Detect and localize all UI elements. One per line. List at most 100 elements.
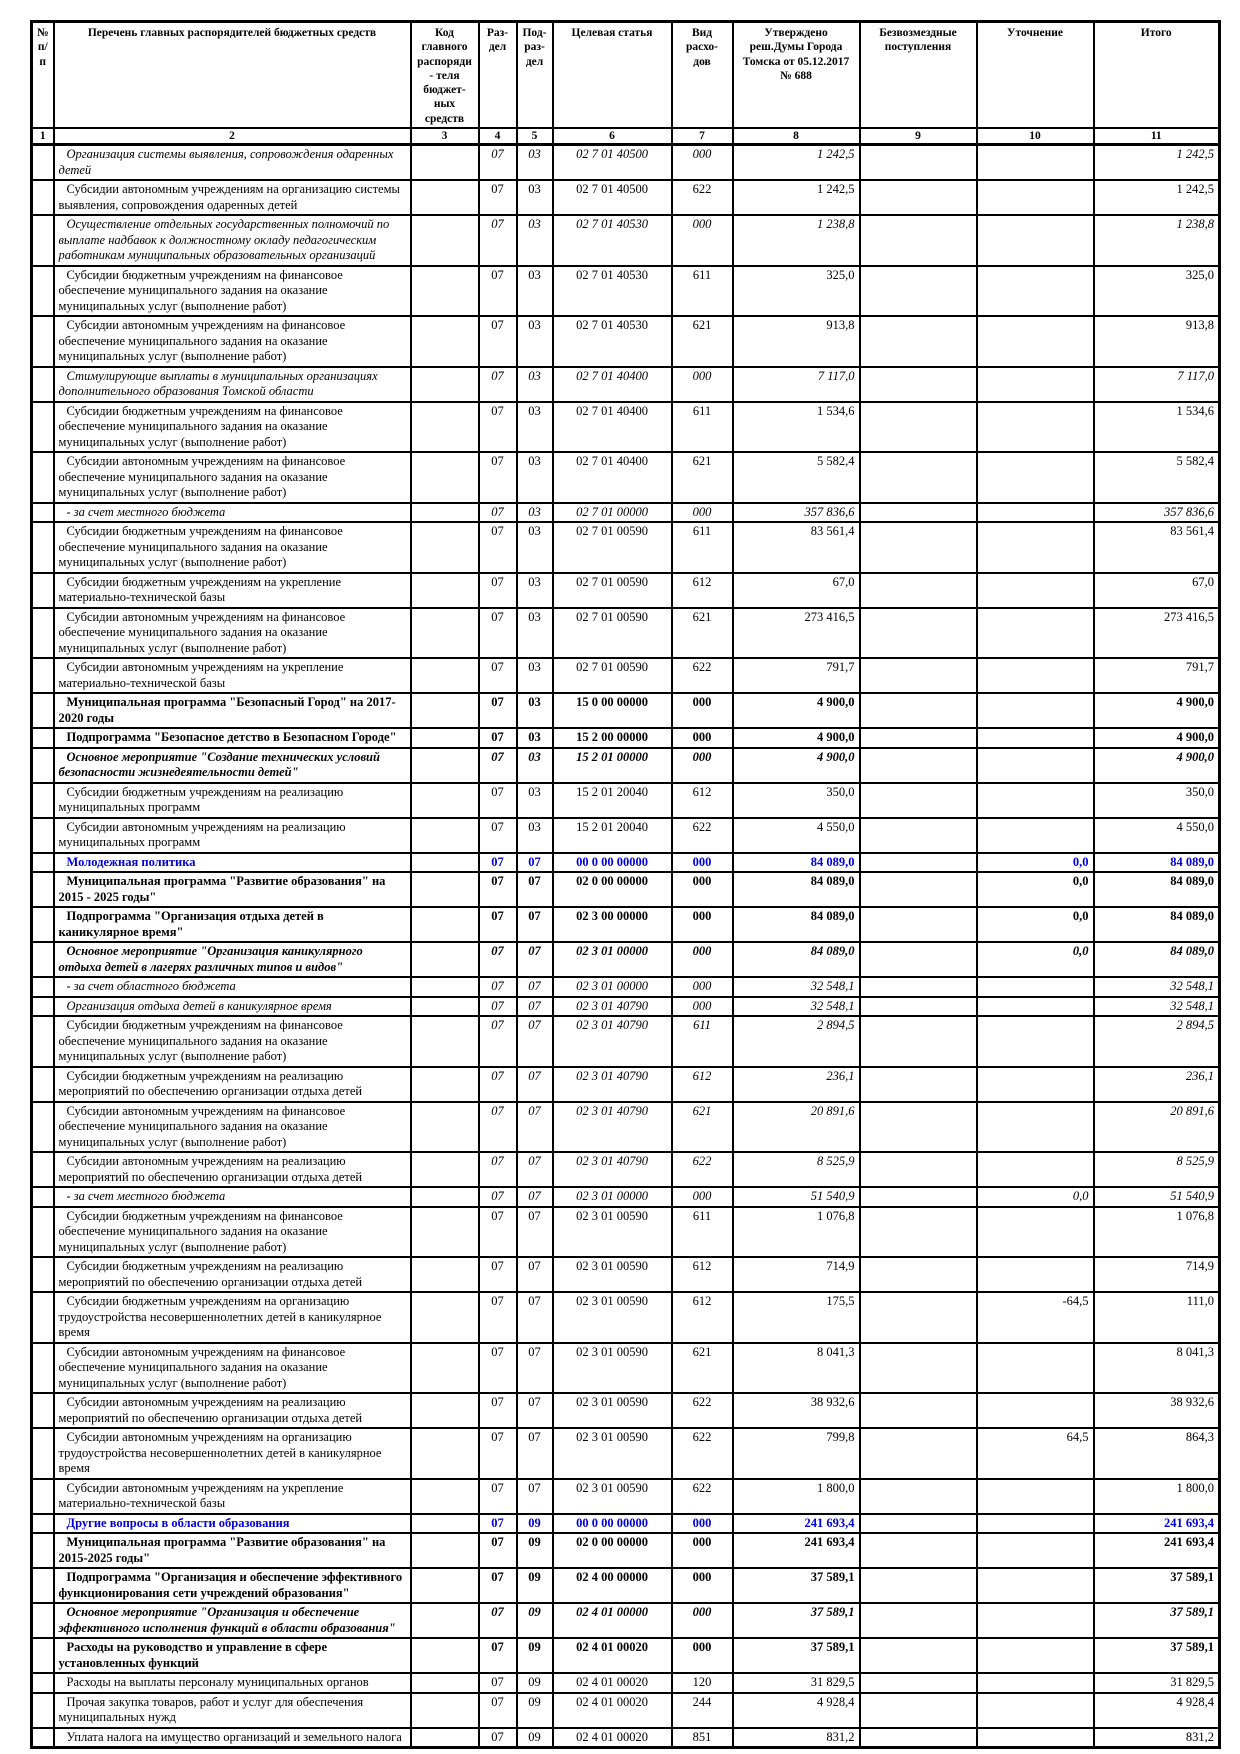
row-approved-amount: 357 836,6 bbox=[731, 501, 861, 523]
row-description-text: Основное мероприятие "Организация и обес… bbox=[58, 1605, 396, 1635]
row-description: Субсидии автономным учреждениям на укреп… bbox=[52, 1477, 412, 1515]
col-header-num: № п/п bbox=[30, 20, 55, 129]
row-num-cell bbox=[30, 976, 55, 998]
column-number-11: 11 bbox=[1092, 126, 1221, 146]
row-num-cell bbox=[30, 1672, 55, 1694]
table-row: Субсидии автономным учреждениям на укреп… bbox=[30, 657, 1221, 694]
row-approved-amount: 84 089,0 bbox=[731, 871, 861, 908]
column-number-3: 3 bbox=[409, 126, 480, 146]
row-razdel: 07 bbox=[477, 1151, 518, 1188]
row-approved-amount: 38 932,6 bbox=[731, 1392, 861, 1429]
row-gratuitous-amount bbox=[858, 976, 978, 998]
row-description-text: Основное мероприятие "Организация канику… bbox=[58, 944, 363, 974]
row-num-cell bbox=[30, 871, 55, 908]
row-razdel: 07 bbox=[477, 1256, 518, 1293]
row-num-cell bbox=[30, 746, 55, 784]
row-total-amount: 357 836,6 bbox=[1092, 501, 1221, 523]
row-total-amount: 37 589,1 bbox=[1092, 1602, 1221, 1639]
table-row: Субсидии автономным учреждениям на финан… bbox=[30, 1341, 1221, 1394]
row-description-text: Субсидии автономным учреждениям на финан… bbox=[58, 1103, 346, 1149]
row-grbs-code-cell bbox=[409, 995, 480, 1017]
row-approved-amount: 714,9 bbox=[731, 1256, 861, 1293]
row-gratuitous-amount bbox=[858, 1341, 978, 1394]
row-razdel: 07 bbox=[477, 143, 518, 181]
row-target-article: 15 2 01 20040 bbox=[551, 781, 673, 819]
row-vid-rashodov: 851 bbox=[670, 1726, 734, 1749]
row-total-amount: 84 089,0 bbox=[1092, 871, 1221, 908]
row-vid-rashodov: 000 bbox=[670, 1567, 734, 1604]
row-clarification-amount bbox=[975, 571, 1095, 609]
row-description-text: Субсидии автономным учреждениям на финан… bbox=[58, 318, 346, 363]
row-description-text: - за счет областного бюджета bbox=[66, 979, 236, 993]
row-clarification-amount bbox=[975, 692, 1095, 729]
table-row: Субсидии автономным учреждениям на орган… bbox=[30, 1427, 1221, 1480]
row-razdel: 07 bbox=[477, 657, 518, 694]
row-description: Субсидии автономным учреждениям на реали… bbox=[52, 1151, 412, 1188]
row-clarification-amount bbox=[975, 995, 1095, 1017]
row-grbs-code-cell bbox=[409, 1205, 480, 1258]
row-vid-rashodov: 000 bbox=[670, 501, 734, 523]
row-gratuitous-amount bbox=[858, 1256, 978, 1293]
row-podrazdel: 03 bbox=[515, 214, 554, 267]
row-target-article: 02 3 01 00590 bbox=[551, 1205, 673, 1258]
row-gratuitous-amount bbox=[858, 1672, 978, 1694]
row-grbs-code-cell bbox=[409, 1726, 480, 1749]
row-grbs-code-cell bbox=[409, 571, 480, 609]
row-total-amount: 4 900,0 bbox=[1092, 746, 1221, 784]
table-row: Подпрограмма "Организация и обеспечение … bbox=[30, 1567, 1221, 1604]
row-clarification-amount bbox=[975, 1065, 1095, 1103]
row-approved-amount: 51 540,9 bbox=[731, 1186, 861, 1208]
row-total-amount: 37 589,1 bbox=[1092, 1637, 1221, 1674]
row-description: Муниципальная программа "Развитие образо… bbox=[52, 871, 412, 908]
col-header-gratuitous: Безвозмездные поступления bbox=[858, 20, 978, 129]
row-vid-rashodov: 612 bbox=[670, 1291, 734, 1344]
row-clarification-amount bbox=[975, 1477, 1095, 1515]
row-grbs-code-cell bbox=[409, 1532, 480, 1569]
row-razdel: 07 bbox=[477, 1341, 518, 1394]
row-total-amount: 111,0 bbox=[1092, 1291, 1221, 1344]
row-total-amount: 31 829,5 bbox=[1092, 1672, 1221, 1694]
row-vid-rashodov: 000 bbox=[670, 1637, 734, 1674]
row-gratuitous-amount bbox=[858, 906, 978, 943]
row-grbs-code-cell bbox=[409, 657, 480, 694]
row-total-amount: 4 900,0 bbox=[1092, 727, 1221, 749]
row-gratuitous-amount bbox=[858, 1637, 978, 1674]
row-description-text: Муниципальная программа "Развитие образо… bbox=[58, 874, 386, 904]
table-row: Молодежная политика 07 07 00 0 00 00000 000 8… bbox=[30, 851, 1221, 873]
row-description-text: Подпрограмма "Организация отдыха детей в… bbox=[58, 909, 324, 939]
row-clarification-amount bbox=[975, 1256, 1095, 1293]
row-target-article: 02 4 01 00020 bbox=[551, 1637, 673, 1674]
row-description-text: Прочая закупка товаров, работ и услуг дл… bbox=[58, 1694, 364, 1725]
row-clarification-amount bbox=[975, 1637, 1095, 1674]
row-target-article: 02 7 01 40500 bbox=[551, 179, 673, 216]
row-description-text: Субсидии бюджетным учреждениям на финанс… bbox=[58, 267, 343, 313]
row-podrazdel: 03 bbox=[515, 365, 554, 403]
row-razdel: 07 bbox=[477, 1427, 518, 1480]
row-description-text: Стимулирующие выплаты в муниципальных ор… bbox=[58, 368, 378, 399]
table-row: Субсидии бюджетным учреждениям на финанс… bbox=[30, 1205, 1221, 1258]
row-vid-rashodov: 612 bbox=[670, 571, 734, 609]
table-row: Другие вопросы в области образования 07 09… bbox=[30, 1512, 1221, 1534]
row-clarification-amount bbox=[975, 727, 1095, 749]
row-total-amount: 67,0 bbox=[1092, 571, 1221, 609]
row-podrazdel: 03 bbox=[515, 315, 554, 368]
row-clarification-amount bbox=[975, 1691, 1095, 1729]
row-target-article: 02 7 01 00590 bbox=[551, 521, 673, 574]
row-vid-rashodov: 622 bbox=[670, 179, 734, 216]
row-target-article: 02 7 01 00590 bbox=[551, 657, 673, 694]
row-num-cell bbox=[30, 851, 55, 873]
row-gratuitous-amount bbox=[858, 1726, 978, 1749]
row-razdel: 07 bbox=[477, 400, 518, 453]
row-description: Субсидии автономным учреждениям на финан… bbox=[52, 1100, 412, 1153]
row-gratuitous-amount bbox=[858, 781, 978, 819]
row-target-article: 00 0 00 00000 bbox=[551, 851, 673, 873]
row-podrazdel: 07 bbox=[515, 851, 554, 873]
row-podrazdel: 09 bbox=[515, 1637, 554, 1674]
row-approved-amount: 325,0 bbox=[731, 264, 861, 317]
row-target-article: 02 7 01 00000 bbox=[551, 501, 673, 523]
row-approved-amount: 799,8 bbox=[731, 1427, 861, 1480]
row-gratuitous-amount bbox=[858, 1151, 978, 1188]
row-podrazdel: 03 bbox=[515, 264, 554, 317]
row-razdel: 07 bbox=[477, 264, 518, 317]
row-clarification-amount bbox=[975, 315, 1095, 368]
